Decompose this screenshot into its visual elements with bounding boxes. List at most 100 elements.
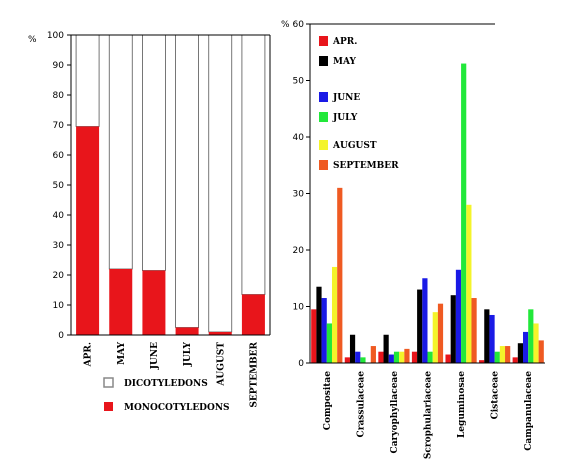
y-tick-label-10: 10	[53, 301, 65, 311]
bar-dicotyledons-september	[241, 34, 266, 295]
bar-june-crassulaceae	[355, 351, 361, 363]
legend-label-july: JULY	[332, 113, 358, 123]
legend-label-monocotyledons: MONOCOTYLEDONS	[124, 403, 230, 413]
y-tick-label-70: 70	[53, 121, 65, 131]
y-tick-label-50: 50	[53, 181, 65, 191]
bar-may-leguminosae	[450, 295, 456, 363]
bar-may-compositae	[316, 286, 322, 363]
bar-september-caryophyllaceae	[404, 348, 410, 363]
legend-swatch-apr	[319, 36, 328, 46]
bar-june-compositae	[321, 298, 327, 363]
y-tick-label-30: 30	[293, 190, 305, 200]
y-tick-label-0: 0	[298, 359, 304, 369]
y-tick-label-80: 80	[53, 91, 65, 101]
legend-label-apr: APR.	[332, 37, 357, 47]
bar-dicotyledons-july	[175, 34, 199, 328]
bar-august-campanulaceae	[533, 323, 539, 363]
bar-dicotyledons-apr	[75, 34, 100, 127]
y-tick-label-20: 20	[293, 246, 305, 256]
legend-swatch-august	[319, 140, 328, 150]
x-tick-label-crassulaceae: Crassulaceae	[356, 371, 366, 438]
legend-label-september: SEPTEMBER	[333, 161, 399, 171]
bar-september-cistaceae	[505, 346, 511, 363]
y-tick-label-60: 60	[53, 151, 65, 161]
x-tick-label-compositae: Compositae	[323, 371, 333, 430]
x-tick-label-june: JUNE	[150, 342, 160, 370]
bar-dicotyledons-june	[142, 34, 166, 271]
bar-apr-crassulaceae	[344, 357, 350, 363]
bar-monocotyledons-july	[175, 327, 199, 335]
bar-august-compositae	[331, 266, 338, 363]
legend-swatch-july	[319, 112, 328, 122]
x-tick-label-campanulaceae: Campanulaceae	[524, 371, 534, 451]
y-tick-label-20: 20	[53, 271, 65, 281]
x-tick-label-apr: APR.	[84, 342, 94, 367]
y-tick-label-50: 50	[293, 77, 305, 87]
legend-label-june: JUNE	[332, 93, 360, 103]
y-tick-label-40: 40	[53, 211, 65, 221]
bar-monocotyledons-august	[208, 332, 232, 335]
y-axis-label: %	[28, 35, 37, 45]
bar-monocotyledons-apr	[76, 126, 100, 335]
bar-july-leguminosae	[461, 63, 467, 364]
legend-swatch-may	[319, 56, 328, 66]
bar-june-cistaceae	[489, 314, 495, 363]
bar-july-cistaceae	[494, 351, 500, 363]
monocot-dicot-chart: APR. MAY JUNE JULY AUGUST SEPTEMBER 0 10 20 30 40 5…	[28, 31, 271, 413]
bar-june-caryophyllaceae	[388, 354, 394, 363]
bar-apr-compositae	[311, 309, 317, 363]
legend-label-august: AUGUST	[332, 141, 377, 151]
x-tick-label-scrophulariaceae: Scrophulariaceae	[424, 371, 434, 459]
bar-apr-campanulaceae	[512, 357, 518, 363]
bar-monocotyledons-september	[241, 294, 265, 335]
legend-swatch-june	[319, 92, 328, 102]
y-tick-label-10: 10	[293, 303, 305, 313]
bar-august-scrophulariaceae	[432, 312, 438, 363]
legend-swatch-dicotyledons	[103, 377, 114, 388]
x-tick-label-leguminosae: Leguminosae	[457, 371, 467, 438]
bar-monocotyledons-june	[142, 270, 166, 335]
bar-august-caryophyllaceae	[399, 351, 405, 363]
bar-july-campanulaceae	[528, 309, 534, 363]
x-tick-label-caryophyllaceae: Caryophyllaceae	[390, 371, 400, 454]
bar-may-campanulaceae	[517, 343, 524, 363]
bar-july-crassulaceae	[360, 357, 366, 363]
x-tick-label-august: AUGUST	[216, 342, 226, 387]
bar-september-leguminosae	[471, 298, 477, 363]
bar-august-leguminosae	[466, 204, 472, 363]
bar-may-scrophulariaceae	[417, 289, 423, 363]
bar-may-cistaceae	[484, 309, 490, 363]
bar-june-campanulaceae	[523, 331, 529, 363]
y-tick-label-90: 90	[53, 61, 65, 71]
legend-swatch-september	[319, 160, 328, 170]
bar-july-caryophyllaceae	[393, 351, 400, 363]
y-tick-label-0: 0	[58, 331, 64, 341]
bar-september-scrophulariaceae	[437, 303, 444, 363]
bar-september-compositae	[337, 187, 343, 363]
bar-dicotyledons-may	[108, 34, 133, 270]
y-tick-label-100: 100	[47, 31, 64, 41]
bar-june-scrophulariaceae	[422, 278, 428, 363]
bar-july-scrophulariaceae	[427, 351, 433, 363]
x-tick-label-september: SEPTEMBER	[249, 341, 259, 407]
bar-september-crassulaceae	[370, 346, 376, 363]
x-tick-label-may: MAY	[117, 341, 127, 364]
legend-label-may: MAY	[333, 57, 356, 67]
bar-august-cistaceae	[499, 346, 506, 363]
bar-july-compositae	[326, 323, 332, 363]
bar-apr-scrophulariaceae	[411, 351, 418, 363]
bar-may-caryophyllaceae	[383, 334, 389, 363]
x-tick-label-july: JULY	[183, 341, 193, 367]
bar-apr-cistaceae	[479, 360, 485, 363]
bar-monocotyledons-may	[109, 269, 133, 335]
legend-label-dicotyledons: DICOTYLEDONS	[124, 379, 208, 389]
bar-june-leguminosae	[455, 269, 462, 363]
bar-dicotyledons-august	[208, 34, 233, 333]
y-tick-label-40: 40	[293, 133, 305, 143]
bar-apr-leguminosae	[445, 354, 451, 363]
bar-september-campanulaceae	[538, 340, 544, 363]
legend-swatch-monocotyledons	[104, 402, 113, 411]
family-percentage-chart: Compositae Crassulaceae Caryophyllaceae Scr…	[281, 20, 545, 459]
y-tick-label-60: 60	[293, 20, 305, 30]
